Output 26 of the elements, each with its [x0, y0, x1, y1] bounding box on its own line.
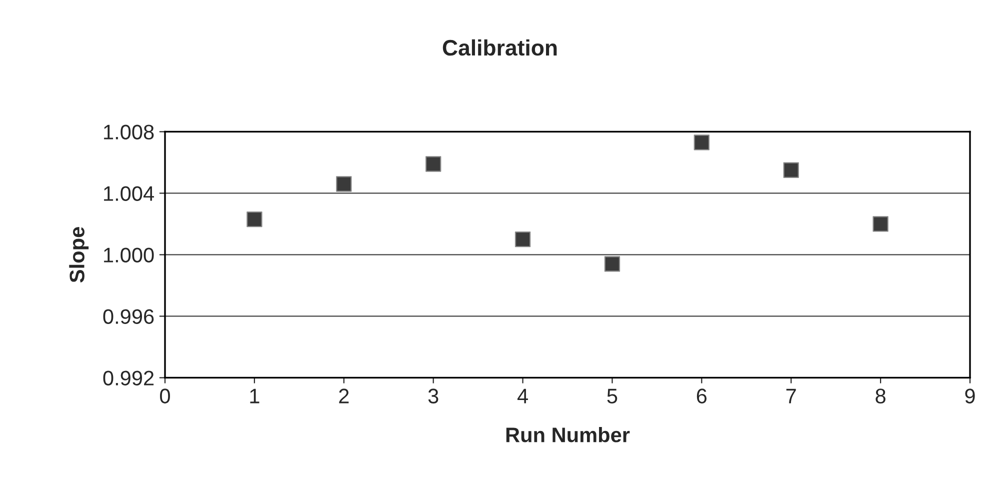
- point: [246, 212, 262, 228]
- point: [604, 256, 620, 272]
- point: [514, 232, 531, 248]
- x-tick-label: 6: [696, 388, 707, 404]
- point: [872, 216, 888, 232]
- chart-title: Calibration: [442, 39, 557, 56]
- x-axis-title: Run Number: [506, 427, 630, 442]
- y-tick-label: 0.996: [103, 309, 154, 324]
- x-tick-label: 9: [965, 388, 975, 404]
- x-tick-label: 4: [517, 388, 528, 404]
- point: [694, 134, 710, 150]
- x-tick-label: 8: [876, 388, 886, 404]
- y-axis-title: Slope: [69, 227, 89, 282]
- x-tick-label: 7: [786, 388, 796, 404]
- x-tick-label: 1: [250, 388, 260, 404]
- x-tick-label: 5: [607, 388, 618, 404]
- point: [425, 156, 442, 172]
- point: [336, 176, 352, 192]
- y-tick-label: 1.000: [104, 248, 154, 262]
- point: [783, 162, 799, 178]
- x-tick-label: 0: [160, 388, 170, 404]
- y-tick-label: 1.004: [104, 186, 154, 201]
- y-tick-label: 1.008: [104, 124, 154, 140]
- x-tick-label: 2: [339, 388, 349, 404]
- y-tick-label: 0.992: [103, 370, 154, 386]
- x-tick-label: 3: [428, 388, 438, 404]
